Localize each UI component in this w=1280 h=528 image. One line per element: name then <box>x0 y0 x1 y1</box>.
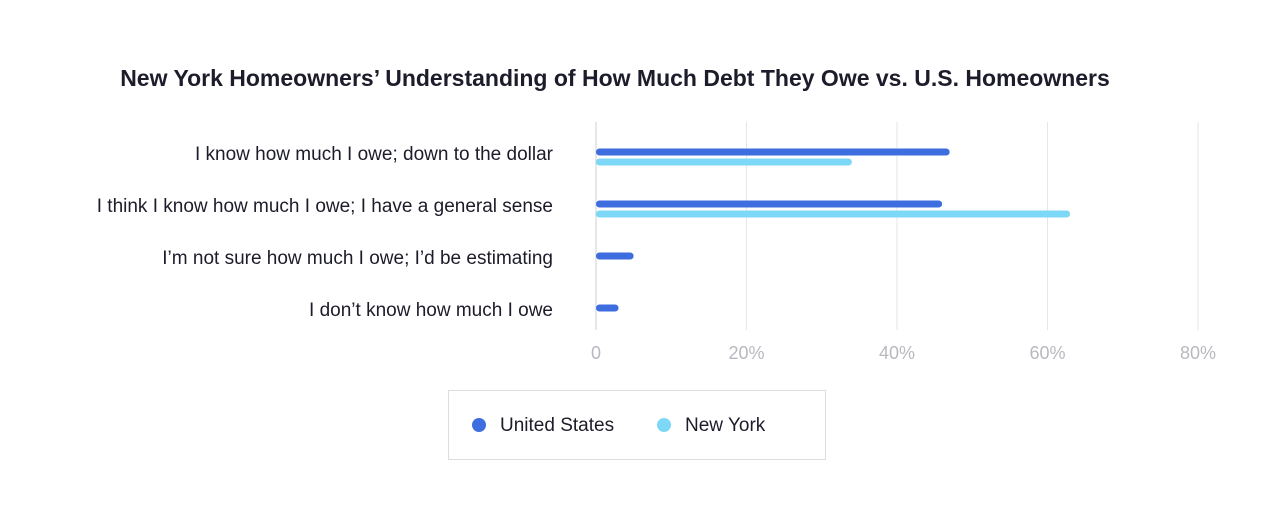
bar <box>596 304 619 312</box>
legend-marker <box>472 418 486 432</box>
legend-box <box>448 390 826 460</box>
y-tick-label: I don’t know how much I owe <box>309 300 553 321</box>
legend-label: New York <box>685 415 766 436</box>
bar <box>596 158 852 166</box>
legend-label: United States <box>500 415 614 436</box>
x-tick-label: 0 <box>591 343 601 363</box>
bar <box>596 210 1071 218</box>
x-tick-label: 80% <box>1180 343 1216 363</box>
x-tick-label: 40% <box>879 343 915 363</box>
y-tick-label: I’m not sure how much I owe; I’d be esti… <box>162 248 553 269</box>
x-tick-label: 20% <box>728 343 764 363</box>
y-tick-label: I know how much I owe; down to the dolla… <box>195 144 554 165</box>
bar <box>596 148 950 156</box>
x-tick-label: 60% <box>1029 343 1065 363</box>
bar <box>596 252 634 260</box>
y-tick-label: I think I know how much I owe; I have a … <box>97 196 553 217</box>
chart-title: New York Homeowners’ Understanding of Ho… <box>120 65 1110 91</box>
legend-marker <box>657 418 671 432</box>
bar <box>596 200 943 208</box>
